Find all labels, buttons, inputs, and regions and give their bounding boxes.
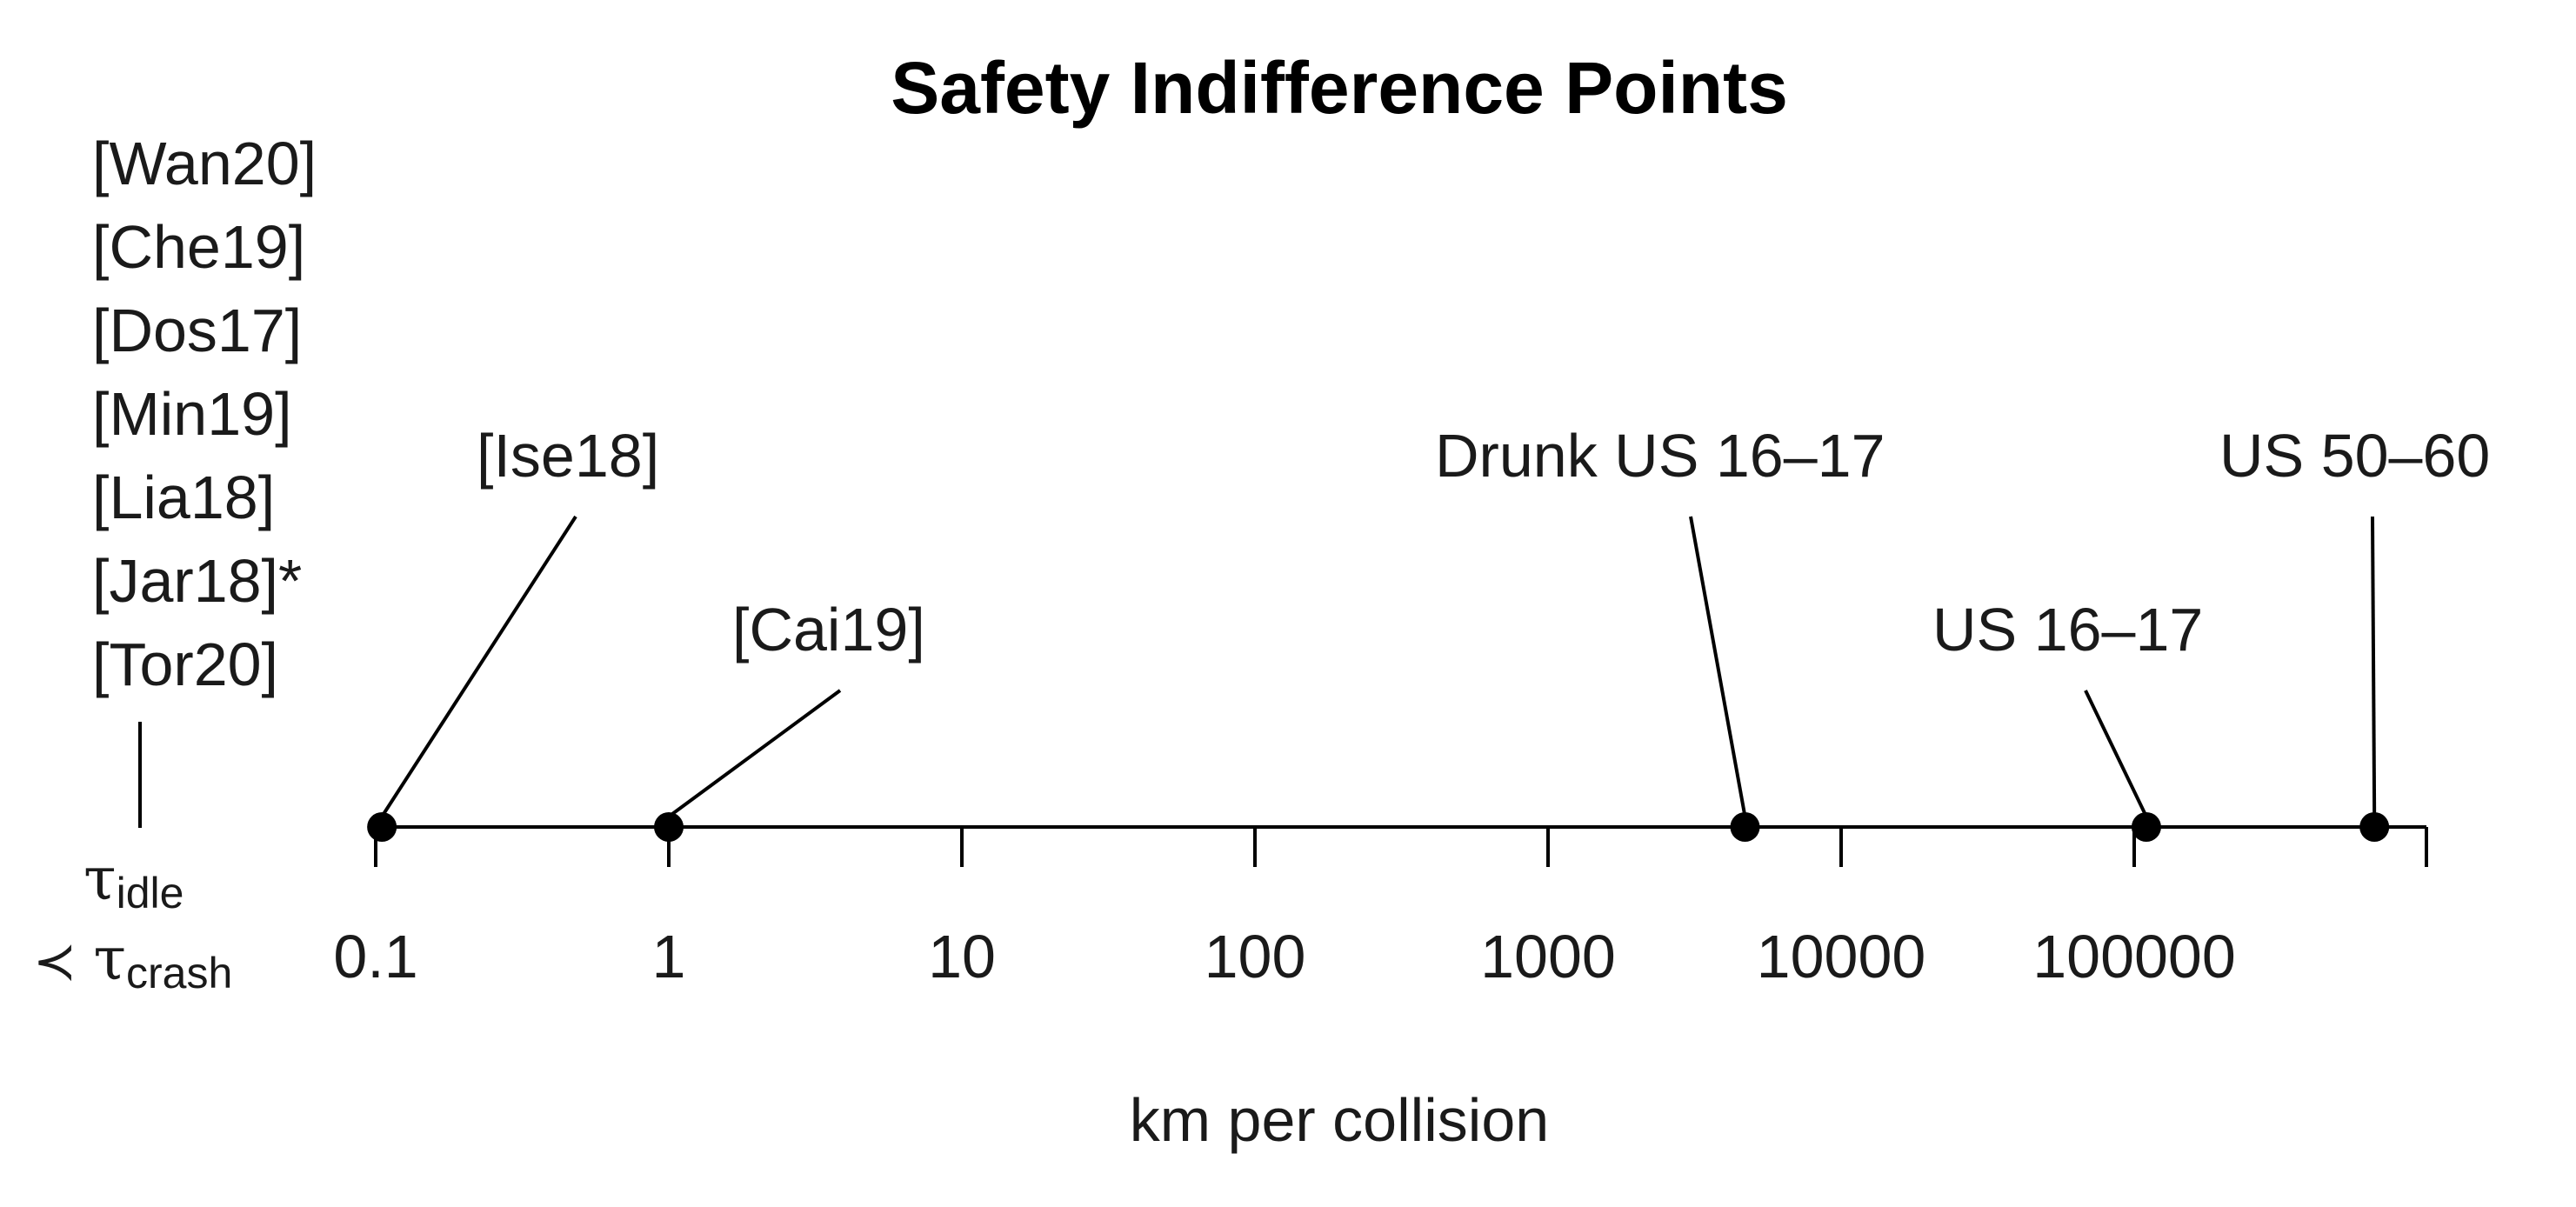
data-points: [Ise18] [Cai19] Drunk US 16–17 US 16–17 US 5…: [367, 422, 2490, 842]
tau-idle-condition: τidle: [83, 845, 184, 917]
x-tick-label: 100000: [2032, 923, 2236, 990]
point-label: [Cai19]: [732, 596, 925, 664]
x-tick-label: 100: [1205, 923, 1306, 990]
x-tick-label: 0.1: [333, 923, 417, 990]
point-label: [Ise18]: [477, 422, 659, 490]
point-leader-line: [2084, 690, 2148, 817]
data-point: [654, 812, 684, 842]
x-axis-ticks: 0.1 1 10 100 1000 10000 100000: [333, 827, 2428, 990]
tau-crash-condition: ≺ τcrash: [33, 925, 232, 997]
x-axis-label: km per collision: [1130, 1086, 1549, 1154]
point-leader-line: [2371, 516, 2377, 817]
left-reference-label: [Dos17]: [92, 297, 302, 364]
point-leader-line: [380, 515, 577, 818]
left-reference-label: [Lia18]: [92, 463, 275, 531]
x-tick-label: 1000: [1480, 923, 1616, 990]
left-reference-label: [Wan20]: [92, 130, 317, 197]
left-reference-label: [Min19]: [92, 380, 292, 448]
x-tick-label: 10000: [1757, 923, 1926, 990]
left-reference-group: [Wan20] [Che19] [Dos17] [Min19] [Lia18] [Jar1…: [33, 130, 317, 997]
point-label: US 16–17: [1932, 596, 2203, 664]
data-point: [367, 812, 397, 842]
chart-title: Safety Indifference Points: [891, 47, 1788, 129]
data-point: [1730, 812, 1760, 842]
x-tick-label: 10: [928, 923, 996, 990]
point-label: Drunk US 16–17: [1435, 422, 1885, 490]
point-leader-line: [667, 689, 842, 818]
left-reference-label: [Tor20]: [92, 630, 278, 698]
x-tick-label: 1: [652, 923, 686, 990]
left-reference-label: [Jar18]*: [92, 547, 302, 615]
data-point: [2359, 812, 2390, 842]
point-label: US 50–60: [2219, 422, 2490, 490]
left-reference-label: [Che19]: [92, 213, 305, 281]
data-point: [2131, 812, 2161, 842]
point-leader-line: [1689, 516, 1747, 817]
